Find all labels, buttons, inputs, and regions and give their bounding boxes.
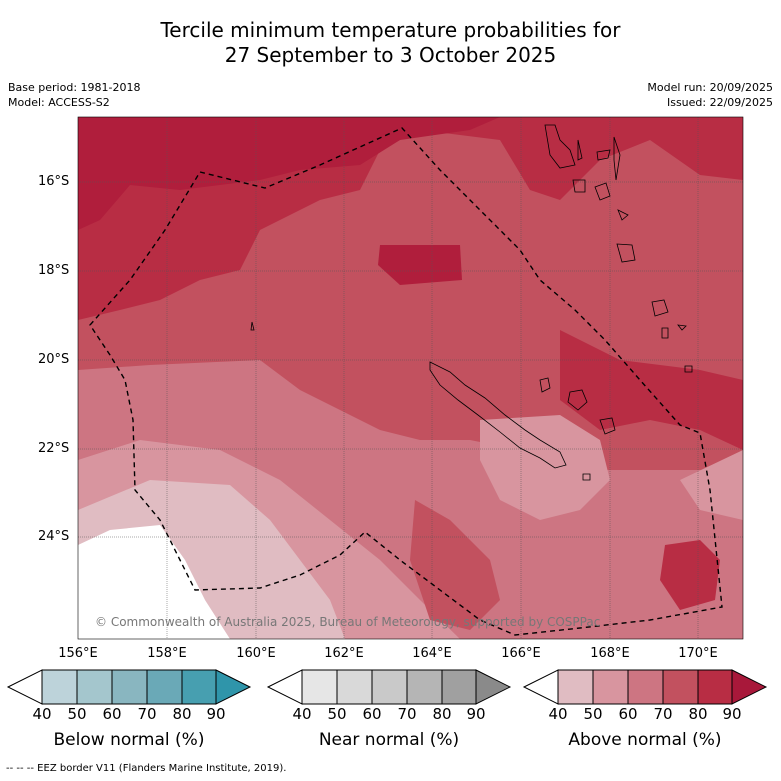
cb-below-tick: 50 — [67, 705, 87, 723]
cb-below-low — [6, 669, 43, 705]
cb-above-s3 — [627, 669, 664, 705]
coastlines — [250, 124, 693, 481]
cb-above-tick: 60 — [618, 705, 638, 723]
cb-above-s4 — [662, 669, 699, 705]
lat-label-22s: 22°S — [38, 441, 70, 456]
cb-near-s4 — [406, 669, 443, 705]
new-caledonia-coast — [429, 361, 567, 469]
map-frame — [77, 116, 744, 640]
cb-near-tick: 90 — [466, 705, 486, 723]
cb-below-s3 — [111, 669, 148, 705]
lat-label-24s: 24°S — [38, 529, 70, 544]
cb-above-s5 — [697, 669, 733, 705]
cb-near-s3 — [371, 669, 408, 705]
cb-near-s1 — [301, 669, 338, 705]
map-title: Tercile minimum temperature probabilitie… — [0, 18, 781, 68]
base-period: Base period: 1981-2018 — [8, 81, 141, 94]
field-blank-southwest — [78, 525, 230, 639]
lon-label-164e: 164°E — [412, 646, 452, 661]
cb-above-tick: 80 — [688, 705, 708, 723]
colorbar-above — [522, 669, 768, 705]
cb-below-s4 — [146, 669, 183, 705]
model-run: Model run: 20/09/2025 — [647, 81, 773, 94]
cb-near-label: Near normal (%) — [318, 730, 460, 750]
cb-near-s2 — [336, 669, 373, 705]
lon-label-158e: 158°E — [147, 646, 187, 661]
copyright-text: © Commonwealth of Australia 2025, Bureau… — [95, 615, 600, 629]
field-80-east — [560, 330, 743, 450]
cb-below-tick: 70 — [137, 705, 157, 723]
cb-near-tick: 40 — [292, 705, 312, 723]
cb-below-s1 — [41, 669, 78, 705]
cb-near-tick: 80 — [432, 705, 452, 723]
lon-label-170e: 170°E — [678, 646, 718, 661]
model-name: Model: ACCESS-S2 — [8, 96, 110, 109]
cb-above-tick: 40 — [548, 705, 568, 723]
cb-near-tick: 50 — [327, 705, 347, 723]
cb-below-s5 — [181, 669, 217, 705]
cb-above-tick: 90 — [722, 705, 742, 723]
cb-above-tick: 70 — [653, 705, 673, 723]
footnote: -- -- -- EEZ border V11 (Flanders Marine… — [6, 763, 287, 774]
graticule — [78, 117, 743, 639]
cb-above-high — [731, 669, 768, 705]
cb-above-s1 — [557, 669, 594, 705]
cb-near-high — [475, 669, 512, 705]
cb-below-tick: 80 — [172, 705, 192, 723]
cb-below-s2 — [76, 669, 113, 705]
cb-above-s2 — [592, 669, 629, 705]
cb-above-label: Above normal (%) — [568, 730, 722, 750]
lat-label-16s: 16°S — [38, 174, 70, 189]
field-80-south — [660, 540, 720, 610]
cb-below-high — [215, 669, 252, 705]
issued-date: Issued: 22/09/2025 — [666, 96, 773, 109]
field-90-north — [78, 117, 500, 230]
cb-above-low — [522, 669, 559, 705]
probability-fields — [78, 117, 743, 639]
lat-label-20s: 20°S — [38, 352, 70, 367]
cb-below-tick: 40 — [32, 705, 52, 723]
cb-near-tick: 70 — [397, 705, 417, 723]
colorbar-near — [266, 669, 512, 705]
meta-left: Base period: 1981-2018 Model: ACCESS-S2 — [8, 80, 140, 110]
field-90-mid — [378, 245, 462, 285]
small-island — [250, 321, 591, 481]
lon-label-166e: 166°E — [501, 646, 541, 661]
lon-label-162e: 162°E — [324, 646, 364, 661]
vanuatu-coast — [544, 124, 693, 373]
cb-below-tick: 90 — [206, 705, 226, 723]
colorbar-below — [6, 669, 252, 705]
cb-near-low — [266, 669, 303, 705]
lon-label-168e: 168°E — [590, 646, 630, 661]
meta-right: Model run: 20/09/2025 Issued: 22/09/2025 — [647, 80, 773, 110]
cb-near-s5 — [441, 669, 477, 705]
title-line-1: Tercile minimum temperature probabilitie… — [160, 18, 621, 42]
lat-label-18s: 18°S — [38, 263, 70, 278]
cb-below-label: Below normal (%) — [53, 730, 205, 750]
loyalty-islands-coast — [539, 377, 616, 435]
lon-label-156e: 156°E — [58, 646, 98, 661]
field-70-south — [410, 500, 500, 630]
title-line-2: 27 September to 3 October 2025 — [224, 43, 557, 67]
field-50-center — [480, 415, 610, 520]
cb-above-tick: 50 — [583, 705, 603, 723]
eez-border — [89, 127, 723, 636]
cb-below-tick: 60 — [102, 705, 122, 723]
lon-label-160e: 160°E — [236, 646, 276, 661]
cb-near-tick: 60 — [362, 705, 382, 723]
field-50-east — [680, 450, 743, 520]
